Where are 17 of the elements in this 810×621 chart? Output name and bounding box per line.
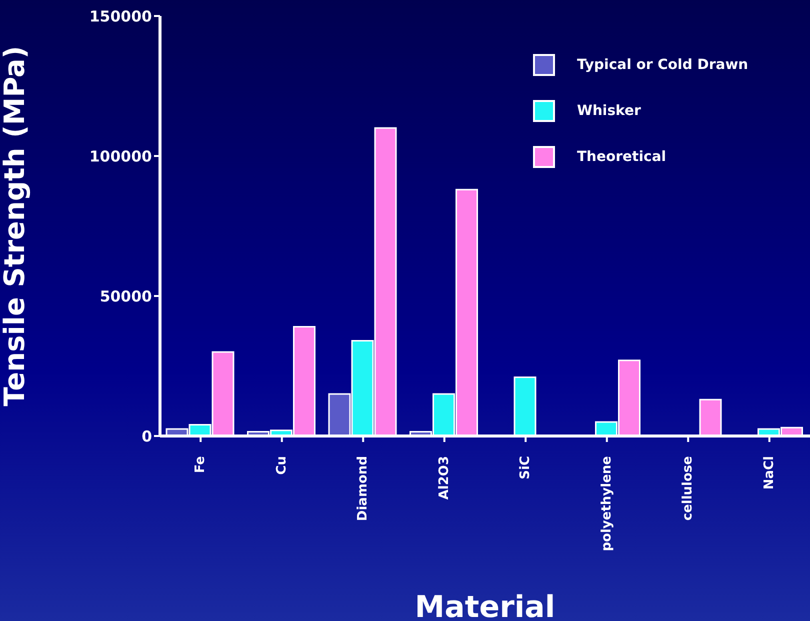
y-tick-label: 50000	[100, 287, 152, 306]
x-tick-label: Diamond	[356, 456, 371, 522]
x-axis-title: Material	[414, 590, 556, 621]
y-tick-label: 150000	[89, 7, 152, 26]
x-tick-label: cellulose	[680, 456, 696, 521]
y-tick-label: 100000	[89, 147, 152, 166]
y-axis-title: Tensile Strength (MPa)	[0, 46, 31, 406]
y-tick-label: 0	[142, 427, 152, 446]
x-tick-label: SiC	[518, 456, 534, 480]
legend-label: Theoretical	[577, 149, 666, 165]
x-tick-label: NaCl	[762, 456, 777, 490]
legend-label: Typical or Cold Drawn	[577, 57, 748, 73]
x-tick-label: Fe	[193, 456, 208, 474]
legend-label: Whisker	[577, 103, 641, 119]
x-tick-label: Al2O3	[436, 456, 452, 500]
x-tick-label: polyethylene	[599, 456, 614, 552]
x-tick-label: Cu	[274, 456, 290, 475]
